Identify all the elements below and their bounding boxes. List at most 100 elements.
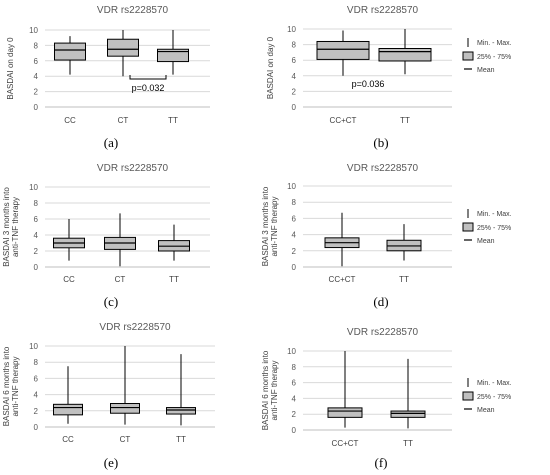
y-tick-label: 2: [34, 247, 39, 256]
y-tick-label: 8: [292, 41, 297, 50]
iqr-box: [327, 407, 363, 418]
legend-label: 25% - 75%: [477, 54, 511, 61]
iqr-box: [107, 38, 139, 57]
iqr-box: [166, 407, 196, 415]
y-tick-label: 10: [287, 25, 296, 34]
chart-title: VDR rs2228570: [347, 163, 419, 174]
y-tick-label: 0: [34, 423, 39, 432]
chart-panel-d: VDR rs2228570 0 2 4 6 8 10 BASDAI 3 months into…: [261, 163, 512, 309]
legend-label: Min. - Max.: [477, 380, 512, 387]
y-tick-label: 4: [34, 72, 39, 81]
chart-title: VDR rs2228570: [347, 5, 419, 16]
box-cc: [54, 36, 86, 75]
y-tick-label: 6: [292, 214, 297, 223]
box-cc-plus-ct: [324, 212, 360, 267]
y-tick-label: 8: [34, 41, 39, 50]
y-axis-label-line: BASDAI on day 0: [6, 37, 15, 100]
chart-title: VDR rs2228570: [99, 322, 171, 333]
category-label: CC: [64, 116, 76, 125]
y-tick-label: 6: [34, 374, 39, 383]
iqr-box: [157, 48, 189, 63]
legend: Min. - Max. 25% - 75% Mean: [462, 209, 512, 245]
legend: Min. - Max. 25% - 75% Mean: [462, 378, 512, 414]
y-tick-label: 2: [292, 410, 297, 419]
y-tick-label: 8: [292, 363, 297, 372]
chart-panel-b: VDR rs2228570 0 2 4 6 8 10 BASDAI on day 0 CC+CT…: [266, 5, 512, 150]
y-axis-label-line: BASDAI 6 months into: [2, 346, 11, 426]
category-label: CC: [62, 435, 74, 444]
y-tick-label: 0: [34, 263, 39, 272]
box-cc: [53, 219, 85, 261]
category-label: TT: [176, 435, 186, 444]
box-ct: [104, 213, 136, 267]
y-tick-label: 8: [34, 358, 39, 367]
chart-title: VDR rs2228570: [347, 327, 419, 338]
category-label: CC+CT: [329, 275, 356, 284]
category-label: TT: [400, 116, 410, 125]
p-value-label: p=0.032: [132, 83, 165, 93]
y-axis-label-line: BASDAI 6 months into: [261, 350, 270, 430]
panel-caption: (a): [104, 135, 118, 150]
y-axis-label-line: anti-TNF therapy: [11, 197, 20, 257]
p-value-label: p=0.036: [352, 79, 385, 89]
significance-bracket: [129, 75, 167, 80]
category-label: TT: [403, 439, 413, 448]
chart-title: VDR rs2228570: [97, 163, 169, 174]
legend-box-swatch: [462, 51, 474, 61]
y-tick-label: 6: [34, 215, 39, 224]
y-tick-label: 4: [34, 231, 39, 240]
category-label: CC+CT: [332, 439, 359, 448]
box-ct: [110, 346, 140, 425]
legend-box-swatch: [462, 391, 474, 401]
y-tick-label: 10: [287, 182, 296, 191]
box-tt: [157, 30, 189, 75]
category-label: TT: [399, 275, 409, 284]
y-axis-label-line: anti-TNF therapy: [11, 356, 20, 416]
y-tick-label: 6: [292, 379, 297, 388]
iqr-box: [110, 403, 140, 414]
y-tick-label: 2: [292, 247, 297, 256]
y-tick-label: 10: [29, 26, 38, 35]
legend-label: 25% - 75%: [477, 394, 511, 401]
legend-label: Min. - Max.: [477, 211, 512, 218]
y-axis-label-line: BASDAI on day 0: [266, 36, 275, 99]
box-tt: [166, 354, 196, 426]
box-tt: [378, 29, 432, 75]
category-label: CT: [118, 116, 129, 125]
y-tick-label: 10: [287, 347, 296, 356]
box-tt: [386, 224, 422, 261]
box-ct: [107, 30, 139, 77]
iqr-box: [54, 42, 86, 61]
y-axis-label-line: anti-TNF therapy: [270, 196, 279, 256]
legend-label: Min. - Max.: [477, 40, 512, 47]
iqr-box: [53, 403, 83, 416]
y-tick-label: 0: [34, 103, 39, 112]
y-tick-label: 6: [34, 57, 39, 66]
y-tick-label: 2: [292, 87, 297, 96]
y-axis-label: BASDAI 6 months intoanti-TNF therapy: [2, 346, 20, 426]
y-tick-label: 10: [29, 183, 38, 192]
y-tick-label: 0: [292, 426, 297, 435]
y-tick-label: 4: [292, 231, 297, 240]
y-tick-label: 4: [292, 72, 297, 81]
legend-label: Mean: [477, 67, 495, 74]
box-tt: [390, 358, 426, 429]
y-axis-label-line: BASDAI 3 months into: [261, 186, 270, 266]
y-axis-label: BASDAI on day 0: [6, 37, 15, 100]
y-axis-label-line: anti-TNF therapy: [270, 360, 279, 420]
y-axis-label: BASDAI 3 months intoanti-TNF therapy: [2, 187, 20, 267]
box-cc-plus-ct: [316, 30, 370, 76]
chart-panel-f: VDR rs2228570 0 2 4 6 8 10 BASDAI 6 months into…: [261, 327, 512, 470]
y-tick-label: 4: [292, 394, 297, 403]
panel-caption: (c): [104, 294, 118, 309]
category-label: CT: [115, 275, 126, 284]
legend-label: Mean: [477, 407, 495, 414]
y-tick-label: 2: [34, 407, 39, 416]
y-tick-label: 0: [292, 103, 297, 112]
box-cc: [53, 366, 83, 424]
y-axis-label: BASDAI 6 months intoanti-TNF therapy: [261, 350, 279, 430]
category-label: CC: [63, 275, 75, 284]
y-tick-label: 10: [29, 342, 38, 351]
y-tick-label: 8: [34, 199, 39, 208]
chart-title: VDR rs2228570: [97, 5, 169, 16]
